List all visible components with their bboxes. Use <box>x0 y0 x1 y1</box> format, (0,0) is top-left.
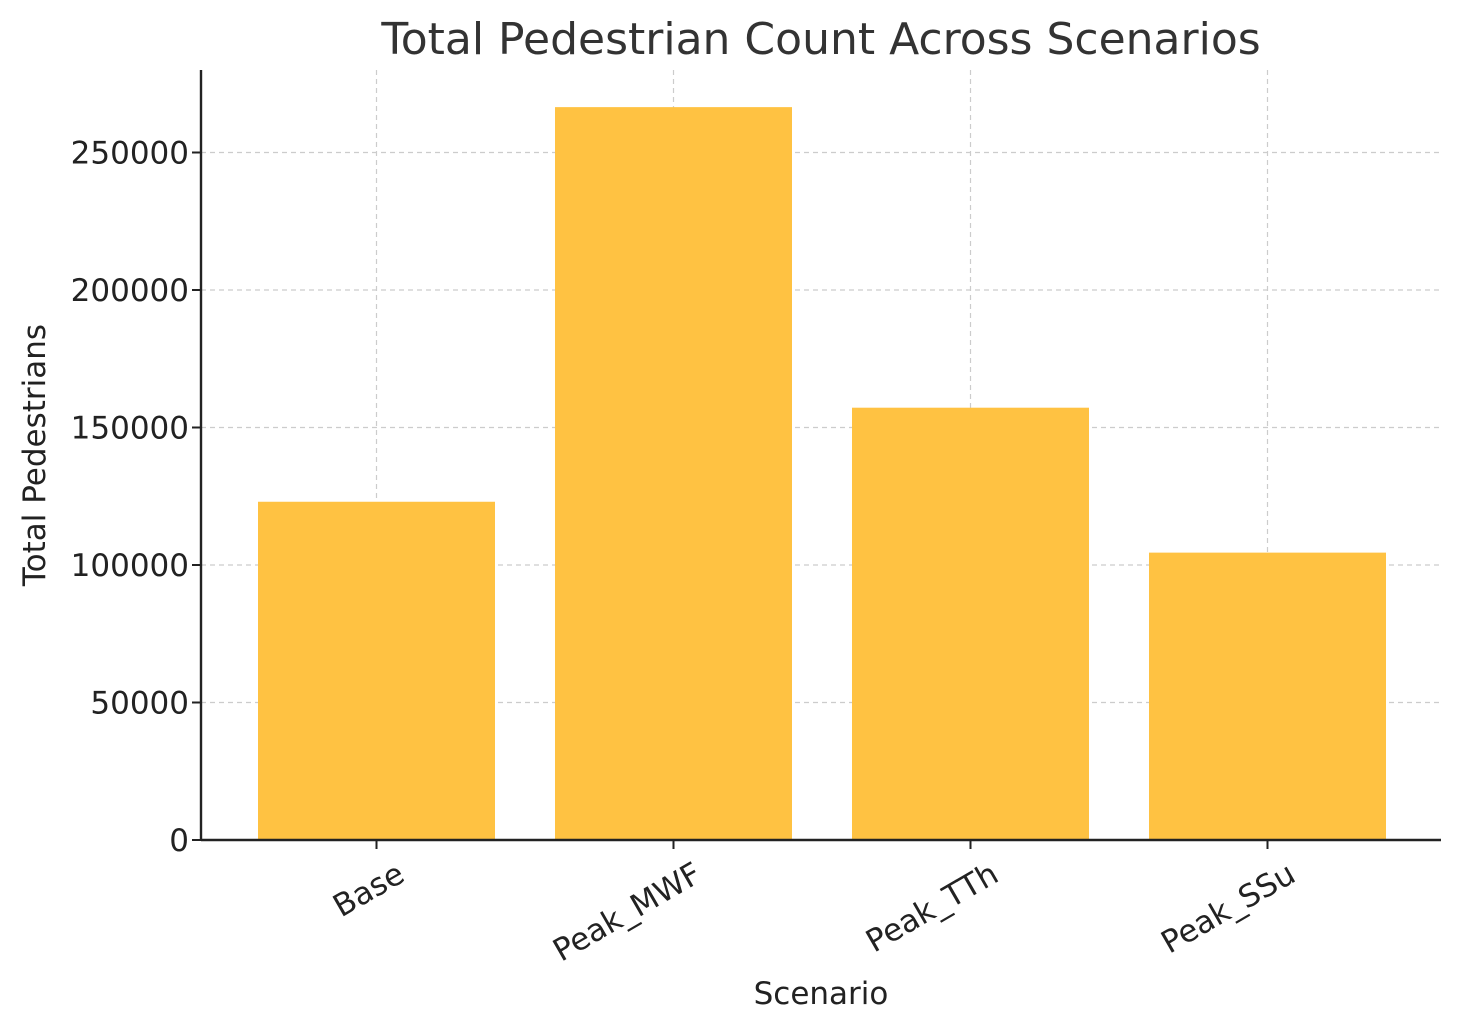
bar-layer <box>258 107 1386 840</box>
bar-peak-tth <box>852 407 1089 840</box>
x-tick-label: Base <box>327 856 410 925</box>
y-tick-label: 100000 <box>71 548 189 584</box>
bar-peak-mwf <box>555 107 792 840</box>
y-tick-label: 0 <box>169 823 189 859</box>
bar-base <box>258 501 495 840</box>
y-tick-label: 150000 <box>71 411 189 447</box>
bar-peak-ssu <box>1149 552 1386 840</box>
x-axis-label: Scenario <box>754 976 889 1012</box>
y-tick-label: 50000 <box>90 686 189 722</box>
y-axis-label: Total Pedestrians <box>17 324 53 587</box>
x-tick-label: Peak_SSu <box>1155 856 1301 961</box>
y-tick-label: 200000 <box>71 273 189 309</box>
x-tick-label: Peak_TTh <box>860 856 1005 960</box>
x-tick-label: Peak_MWF <box>547 856 707 969</box>
y-tick-label: 250000 <box>71 136 189 172</box>
chart-title: Total Pedestrian Count Across Scenarios <box>380 14 1260 65</box>
